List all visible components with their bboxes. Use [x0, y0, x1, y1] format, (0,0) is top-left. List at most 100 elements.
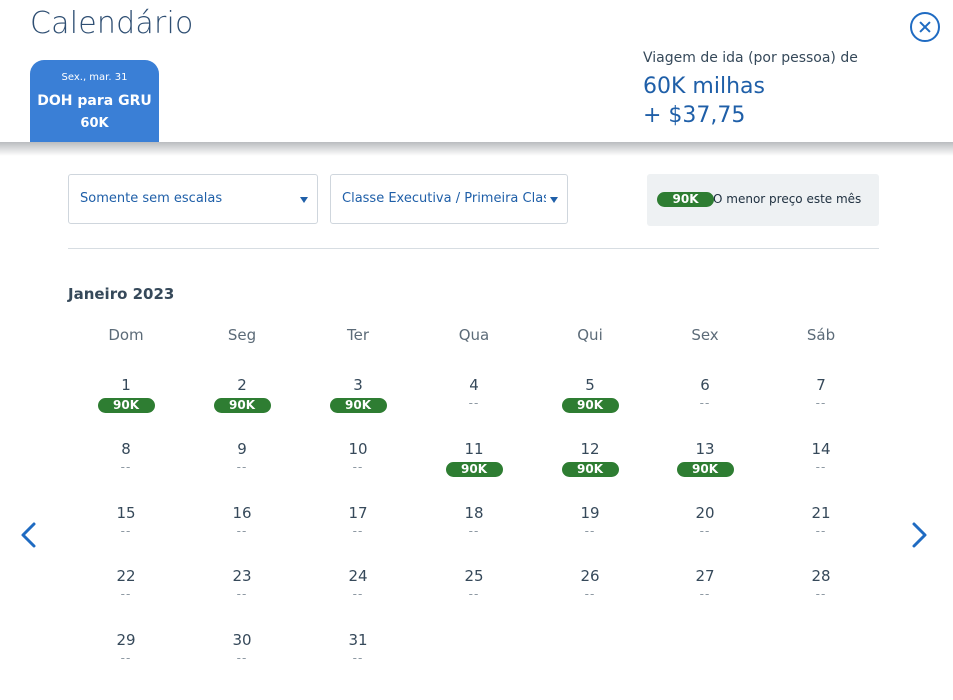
day-no-price: -- [815, 396, 827, 410]
calendar-day: 25 -- [424, 567, 524, 601]
weekday-label: Dom [108, 326, 144, 344]
day-number: 10 [348, 440, 368, 458]
weekday-label: Sáb [806, 326, 836, 344]
day-price-pill[interactable]: 90K [561, 462, 619, 477]
chevron-right-icon[interactable] [904, 518, 934, 552]
day-number: 11 [464, 440, 484, 458]
chevron-left-icon[interactable] [14, 518, 44, 552]
calendar-day: 17 -- [308, 504, 408, 538]
fare-summary-label: Viagem de ida (por pessoa) de [643, 50, 858, 66]
day-number: 21 [811, 504, 831, 522]
calendar-day: 16 -- [192, 504, 292, 538]
day-number: 31 [348, 631, 368, 649]
day-no-price: -- [352, 587, 364, 601]
calendar-day: 24 -- [308, 567, 408, 601]
day-no-price: -- [468, 524, 480, 538]
calendar-day[interactable]: 5 90K [540, 376, 640, 413]
day-price-pill[interactable]: 90K [329, 398, 387, 413]
calendar-day[interactable]: 2 90K [192, 376, 292, 413]
day-number: 1 [121, 376, 131, 394]
day-no-price: -- [120, 524, 132, 538]
day-no-price: -- [352, 524, 364, 538]
day-number: 4 [469, 376, 479, 394]
day-price-pill[interactable]: 90K [445, 462, 503, 477]
day-no-price: -- [352, 651, 364, 665]
day-price-pill[interactable]: 90K [676, 462, 734, 477]
day-number: 5 [585, 376, 595, 394]
calendar-day: 18 -- [424, 504, 524, 538]
day-no-price: -- [815, 587, 827, 601]
cabin-dropdown-value: Classe Executiva / Primeira Classe [342, 191, 546, 206]
day-number: 27 [695, 567, 715, 585]
legend-price-pill: 90K [657, 192, 714, 207]
day-number: 12 [580, 440, 600, 458]
day-no-price: -- [236, 587, 248, 601]
calendar-day[interactable]: 3 90K [308, 376, 408, 413]
calendar-day: 26 -- [540, 567, 640, 601]
lowest-price-legend: 90K O menor preço este mês [647, 174, 879, 226]
day-no-price: -- [584, 587, 596, 601]
day-number: 2 [237, 376, 247, 394]
calendar-day: 29 -- [76, 631, 176, 665]
cabin-dropdown[interactable]: Classe Executiva / Primeira Classe [330, 174, 568, 224]
day-price-pill[interactable]: 90K [213, 398, 271, 413]
page-title: Calendário [30, 6, 194, 41]
day-number: 6 [700, 376, 710, 394]
calendar-header: Calendário Sex., mar. 31 DOH para GRU 60… [0, 0, 953, 142]
legend-text: O menor preço este mês [713, 192, 862, 206]
stops-dropdown-value: Somente sem escalas [80, 191, 223, 206]
day-number: 24 [348, 567, 368, 585]
day-number: 3 [353, 376, 363, 394]
flight-tab-doh-gru[interactable]: Sex., mar. 31 DOH para GRU 60K [30, 60, 159, 142]
day-no-price: -- [120, 651, 132, 665]
calendar-day[interactable]: 13 90K [655, 440, 755, 477]
day-number: 26 [580, 567, 600, 585]
calendar-day: 21 -- [771, 504, 871, 538]
calendar-day: 6 -- [655, 376, 755, 410]
day-number: 7 [816, 376, 826, 394]
calendar-day: 22 -- [76, 567, 176, 601]
calendar-day: 9 -- [192, 440, 292, 474]
day-no-price: -- [699, 396, 711, 410]
day-number: 22 [116, 567, 136, 585]
day-number: 18 [464, 504, 484, 522]
header-shadow [0, 142, 953, 156]
day-number: 16 [232, 504, 252, 522]
day-no-price: -- [699, 524, 711, 538]
weekday-label: Seg [227, 326, 257, 344]
calendar-day[interactable]: 1 90K [76, 376, 176, 413]
weekday-label: Qua [458, 326, 490, 344]
calendar-day[interactable]: 11 90K [424, 440, 524, 477]
day-price-pill[interactable]: 90K [561, 398, 619, 413]
day-no-price: -- [120, 587, 132, 601]
calendar-day: 10 -- [308, 440, 408, 474]
calendar-day: 23 -- [192, 567, 292, 601]
fare-summary-miles: 60K milhas [643, 74, 765, 99]
day-number: 28 [811, 567, 831, 585]
calendar-day: 8 -- [76, 440, 176, 474]
day-number: 15 [116, 504, 136, 522]
stops-dropdown[interactable]: Somente sem escalas [68, 174, 318, 224]
calendar-day: 30 -- [192, 631, 292, 665]
weekday-label: Sex [691, 326, 719, 344]
calendar-day: 15 -- [76, 504, 176, 538]
day-no-price: -- [815, 460, 827, 474]
close-icon[interactable] [910, 12, 940, 42]
day-no-price: -- [236, 524, 248, 538]
calendar-day: 14 -- [771, 440, 871, 474]
day-number: 19 [580, 504, 600, 522]
day-no-price: -- [236, 460, 248, 474]
divider [68, 248, 879, 249]
weekday-label: Ter [346, 326, 369, 344]
day-number: 9 [237, 440, 247, 458]
caret-down-icon [550, 197, 558, 203]
month-label: Janeiro 2023 [68, 285, 175, 303]
day-number: 23 [232, 567, 252, 585]
day-number: 25 [464, 567, 484, 585]
day-price-pill[interactable]: 90K [97, 398, 155, 413]
day-number: 29 [116, 631, 136, 649]
day-no-price: -- [120, 460, 132, 474]
day-no-price: -- [584, 524, 596, 538]
calendar-day[interactable]: 12 90K [540, 440, 640, 477]
day-number: 13 [695, 440, 715, 458]
